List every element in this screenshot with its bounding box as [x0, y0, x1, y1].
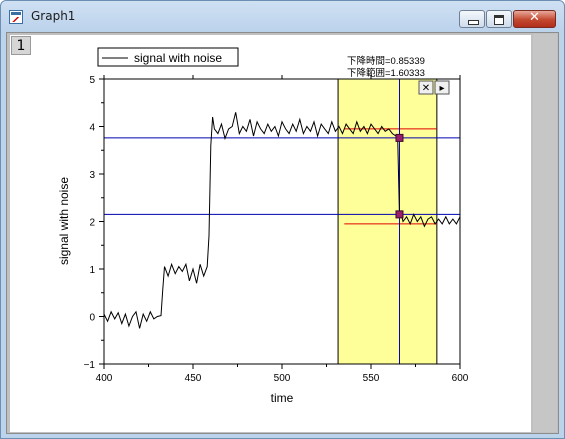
x-tick-label: 550 — [363, 373, 380, 384]
x-axis: 400 450 500 550 600 — [96, 75, 469, 384]
chart-svg: 400 450 500 550 600 −1 0 1 2 3 4 5 time signal wit… — [57, 47, 469, 405]
x-tick-label: 600 — [452, 373, 469, 384]
legend-box — [97, 47, 239, 67]
close-icon: ✕ — [529, 10, 540, 25]
fall-time-label: 下降時間=0.85339 — [347, 55, 425, 67]
maximize-icon[interactable] — [486, 10, 512, 28]
arrow-right-icon: ▸ — [439, 83, 444, 94]
cursor-marker-2[interactable] — [395, 210, 404, 219]
layer-tab-1[interactable]: 1 — [11, 36, 31, 55]
title-bar[interactable]: Graph1 ✕ — [1, 1, 564, 31]
highlight-region-layer — [337, 78, 438, 365]
graph-client-area: 1 400 450 500 550 600 −1 0 1 2 3 4 5 time signal w… — [6, 32, 559, 434]
minimize-icon[interactable] — [459, 10, 485, 28]
fall-range-label: 下降範囲=1.60333 — [347, 67, 425, 79]
x-tick-label: 450 — [185, 373, 202, 384]
y-tick-label: 4 — [89, 123, 95, 134]
close-button[interactable]: ✕ — [513, 10, 556, 28]
graph-page[interactable]: 1 400 450 500 550 600 −1 0 1 2 3 4 5 time signal w… — [10, 35, 557, 432]
y-tick-label: −1 — [84, 360, 96, 371]
marker-layer — [395, 133, 404, 219]
close-icon: ✕ — [422, 83, 430, 94]
annotation-close-button[interactable] — [418, 80, 434, 95]
highlight-region[interactable] — [337, 78, 438, 365]
y-tick-label: 2 — [89, 218, 95, 229]
cursor-marker-1[interactable] — [395, 133, 404, 142]
annotation-menu-button[interactable] — [434, 80, 450, 95]
y-tick-label: 1 — [89, 265, 95, 276]
y-tick-label: 3 — [89, 170, 95, 181]
legend-label: signal with noise — [134, 51, 222, 65]
vertical-scrollbar[interactable] — [533, 34, 557, 432]
y-axis: −1 0 1 2 3 4 5 — [84, 75, 104, 371]
y-tick-label: 0 — [89, 313, 95, 324]
x-tick-label: 500 — [274, 373, 291, 384]
x-axis-title: time — [271, 391, 294, 405]
x-tick-label: 400 — [96, 373, 113, 384]
y-axis-title: signal with noise — [57, 177, 71, 265]
annotation[interactable]: 下降時間=0.85339 下降範囲=1.60333 ✕ ▸ — [347, 55, 450, 95]
y-tick-label: 5 — [89, 75, 95, 86]
graph-window-icon[interactable] — [9, 10, 23, 24]
legend[interactable]: signal with noise — [97, 47, 239, 67]
window-title: Graph1 — [31, 9, 76, 23]
